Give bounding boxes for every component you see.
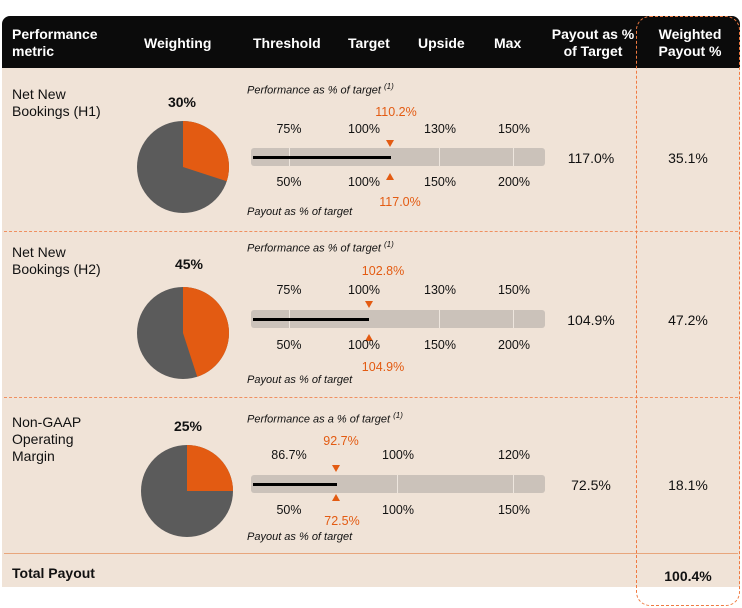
- payout-tick: 50%: [276, 175, 302, 189]
- payout-label: Payout as % of target: [247, 531, 353, 543]
- perf-tick: 100%: [382, 448, 414, 462]
- payout-pct: 104.9%: [567, 312, 615, 328]
- perf-tick: 130%: [424, 283, 456, 297]
- payout-tick: 150%: [424, 338, 456, 352]
- payout-tick: 200%: [498, 338, 530, 352]
- weighted-payout: 18.1%: [668, 477, 708, 493]
- row-separator: [4, 397, 738, 398]
- payout-pct: 117.0%: [567, 150, 615, 166]
- metric-name: Net New Bookings (H2): [12, 244, 101, 278]
- perf-tick: 75%: [276, 283, 302, 297]
- perf-tick: 86.7%: [271, 448, 307, 462]
- pie-slice: [183, 287, 229, 377]
- perf-tick: 100%: [348, 122, 380, 136]
- header-threshold: Threshold: [253, 35, 321, 51]
- total-value: 100.4%: [664, 568, 712, 584]
- payout-pct: 72.5%: [571, 477, 611, 493]
- metric-line: Non-GAAP: [12, 414, 82, 430]
- payout-tick: 100%: [348, 338, 380, 352]
- payout-tick: 50%: [276, 503, 302, 517]
- perf-tick: 150%: [498, 122, 530, 136]
- header-weighting: Weighting: [144, 35, 212, 51]
- progress-line: [253, 156, 391, 159]
- footnote-ref: (1): [383, 240, 394, 249]
- weighting-pie: [137, 121, 229, 213]
- bar-divider: [513, 475, 514, 493]
- bar-divider: [513, 310, 514, 328]
- payout-value: 104.9%: [361, 360, 405, 374]
- payout-tick: 150%: [498, 503, 530, 517]
- total-separator: [4, 553, 738, 554]
- bar-divider: [439, 310, 440, 328]
- metric-line: Bookings (H2): [12, 261, 101, 277]
- metric-line: Net New: [12, 244, 66, 260]
- metric-line: Bookings (H1): [12, 103, 101, 119]
- pie-slice: [183, 121, 229, 182]
- weighting-value: 30%: [167, 94, 197, 110]
- progress-bar: [251, 310, 545, 328]
- weighting-value: 25%: [173, 418, 203, 434]
- metric-line: Operating: [12, 431, 74, 447]
- progress-line: [253, 483, 337, 486]
- perf-label-text: Performance as a % of target: [247, 413, 391, 426]
- perf-tick: 150%: [498, 283, 530, 297]
- perf-marker: [332, 465, 340, 472]
- header-payout-pct: Payout as % of Target: [551, 26, 635, 59]
- perf-tick: 120%: [498, 448, 530, 462]
- payout-marker: [365, 334, 373, 341]
- perf-value: 92.7%: [323, 434, 359, 448]
- payout-tick: 50%: [276, 338, 302, 352]
- payout-tick: 100%: [382, 503, 414, 517]
- perf-marker: [365, 301, 373, 308]
- payout-tick: 200%: [498, 175, 530, 189]
- header-upside: Upside: [418, 35, 465, 51]
- perf-tick: 100%: [348, 283, 380, 297]
- perf-marker: [386, 140, 394, 147]
- header-metric: Performance metric: [12, 26, 98, 59]
- footnote-ref: (1): [383, 82, 394, 91]
- perf-value: 102.8%: [361, 264, 405, 278]
- perf-label-text: Performance as % of target: [247, 242, 381, 255]
- weighted-payout: 47.2%: [668, 312, 708, 328]
- metric-line: Margin: [12, 448, 55, 464]
- total-label: Total Payout: [12, 565, 95, 581]
- perf-tick: 75%: [276, 122, 302, 136]
- header-max: Max: [494, 35, 522, 51]
- payout-tick: 150%: [424, 175, 456, 189]
- weighting-value: 45%: [174, 256, 204, 272]
- header-weighted: Weighted Payout %: [658, 26, 722, 59]
- pie-slice: [187, 445, 233, 491]
- bar-divider: [439, 148, 440, 166]
- progress-bar: [251, 148, 545, 166]
- payout-label: Payout as % of target: [247, 374, 353, 386]
- payout-value: 72.5%: [324, 514, 360, 528]
- weighted-payout: 35.1%: [668, 150, 708, 166]
- progress-bar: [251, 475, 545, 493]
- progress-line: [253, 318, 369, 321]
- header-target: Target: [348, 35, 390, 51]
- bar-divider: [397, 475, 398, 493]
- weighted-column-highlight: [636, 16, 740, 606]
- perf-label: Performance as % of target (1): [247, 82, 394, 97]
- perf-tick: 130%: [424, 122, 456, 136]
- payout-marker: [332, 494, 340, 501]
- weighting-pie: [137, 287, 229, 379]
- footnote-ref: (1): [393, 411, 403, 420]
- payout-tick: 100%: [348, 175, 380, 189]
- weighting-pie: [141, 445, 233, 537]
- perf-label: Performance as a % of target (1): [247, 411, 403, 426]
- perf-label: Performance as % of target (1): [247, 240, 394, 255]
- payout-value: 117.0%: [379, 195, 421, 209]
- row-separator: [4, 231, 738, 232]
- perf-label-text: Performance as % of target: [247, 84, 381, 97]
- payout-marker: [386, 173, 394, 180]
- metric-line: Net New: [12, 86, 66, 102]
- perf-value: 110.2%: [375, 105, 417, 119]
- table-header: Performance metric Weighting Threshold T…: [2, 16, 740, 68]
- bar-divider: [513, 148, 514, 166]
- metric-name: Non-GAAP Operating Margin: [12, 414, 81, 465]
- payout-label: Payout as % of target: [247, 206, 353, 218]
- metric-name: Net New Bookings (H1): [12, 86, 101, 120]
